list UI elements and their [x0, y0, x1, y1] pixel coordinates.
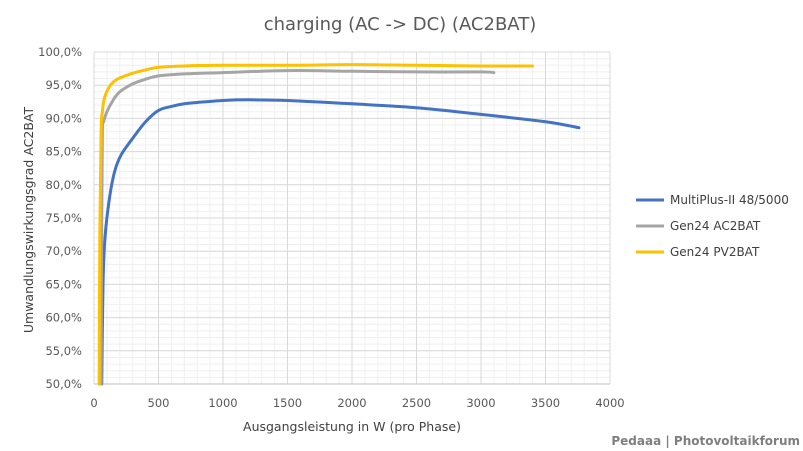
- chart-title: charging (AC -> DC) (AC2BAT): [264, 14, 537, 35]
- legend: MultiPlus-II 48/5000 Gen24 AC2BAT Gen24 PV…: [636, 193, 789, 259]
- y-tick-label: 80,0%: [45, 178, 82, 192]
- grid: [93, 51, 611, 385]
- y-tick-label: 90,0%: [45, 111, 82, 125]
- y-tick-label: 85,0%: [45, 145, 82, 159]
- y-tick-label: 100,0%: [38, 45, 82, 59]
- y-axis-title: Umwandlungswirkungsgrad AC2BAT: [21, 107, 36, 334]
- x-tick-label: 4000: [595, 396, 624, 410]
- y-tick-label: 75,0%: [45, 211, 82, 225]
- x-tick-label: 500: [148, 396, 170, 410]
- y-tick-label: 55,0%: [45, 344, 82, 358]
- y-tick-label: 65,0%: [45, 277, 82, 291]
- axes: 0 500 1000 1500 2000 2500 3000 3500 4000 50,0% 55,…: [38, 45, 625, 410]
- x-tick-label: 3500: [531, 396, 560, 410]
- series-line-3: [97, 63, 535, 386]
- y-tick-label: 95,0%: [45, 78, 82, 92]
- credit-annotation: Pedaaa | Photovoltaikforum: [611, 434, 800, 448]
- x-tick-label: 0: [90, 396, 97, 410]
- x-tick-label: 2500: [402, 396, 431, 410]
- y-tick-label: 60,0%: [45, 311, 82, 325]
- legend-label: MultiPlus-II 48/5000: [670, 193, 789, 207]
- x-tick-label: 1000: [208, 396, 237, 410]
- legend-label: Gen24 AC2BAT: [670, 219, 761, 233]
- y-tick-label: 70,0%: [45, 244, 82, 258]
- series-line-1: [100, 98, 581, 386]
- series-lines: [97, 63, 581, 386]
- x-tick-label: 1500: [273, 396, 302, 410]
- x-tick-label: 2000: [337, 396, 366, 410]
- x-tick-label: 3000: [466, 396, 495, 410]
- y-tick-label: 50,0%: [45, 377, 82, 391]
- x-axis-title: Ausgangsleistung in W (pro Phase): [243, 419, 461, 434]
- legend-label: Gen24 PV2BAT: [670, 245, 760, 259]
- series-line-2: [99, 69, 496, 386]
